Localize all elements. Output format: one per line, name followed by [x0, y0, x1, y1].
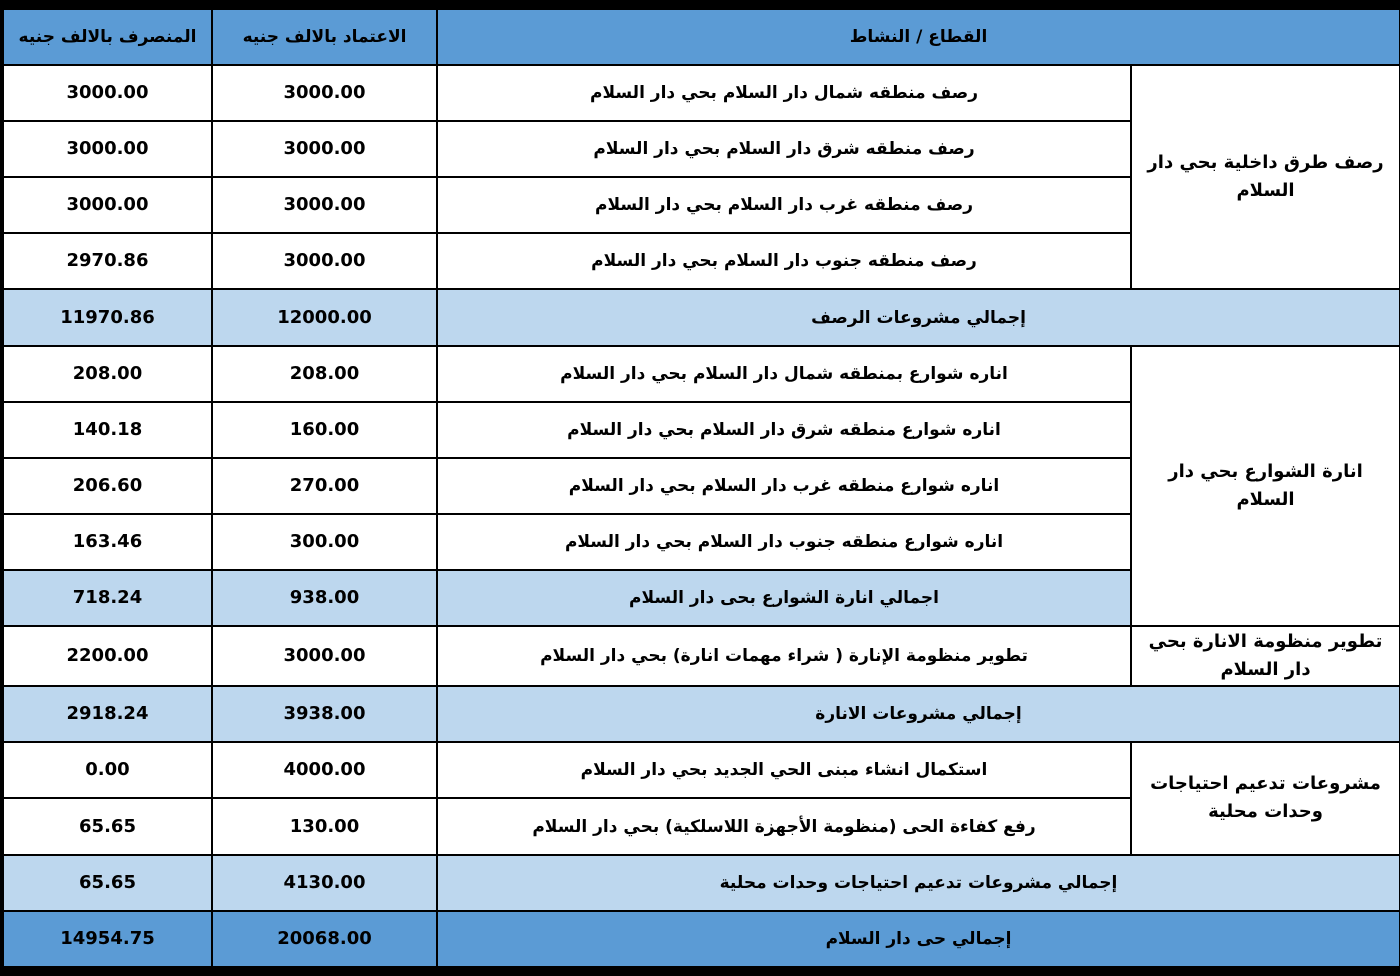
activity-cell: رصف منطقه جنوب دار السلام بحي دار السلام — [435, 232, 1133, 291]
approved-cell: 4000.00 — [211, 741, 438, 800]
approved-cell: 3000.00 — [211, 64, 438, 123]
spent-cell: 140.18 — [2, 400, 213, 459]
subtotal-row: اجمالي انارة الشوارع بحى دار السلام 938.… — [2, 568, 1400, 628]
subtotal-spent: 11970.86 — [2, 288, 213, 347]
approved-cell: 3000.00 — [211, 176, 438, 235]
subtotal-label: إجمالي مشروعات الرصف — [435, 288, 1400, 347]
spent-cell: 163.46 — [2, 512, 213, 571]
activity-cell: اناره شوارع بمنطقه شمال دار السلام بحي د… — [435, 344, 1133, 403]
subtotal-approved: 12000.00 — [211, 288, 438, 347]
spent-cell: 206.60 — [2, 456, 213, 515]
spent-cell: 3000.00 — [2, 64, 213, 123]
table-row: اناره شوارع منطقه جنوب دار السلام بحي دا… — [2, 512, 1400, 571]
subtotal-label: إجمالي مشروعات الانارة — [435, 685, 1400, 744]
header-spent: المنصرف بالالف جنيه — [2, 7, 213, 67]
subtotal-row: إجمالي مشروعات تدعيم احتياجات وحدات محلي… — [2, 853, 1400, 912]
table-row: اناره شوارع منطقه شرق دار السلام بحي دار… — [2, 400, 1400, 459]
subtotal-spent: 718.24 — [2, 568, 213, 628]
subtotal-row: إجمالي مشروعات الانارة 3938.00 2918.24 — [2, 685, 1400, 744]
activity-cell: رفع كفاءة الحى (منظومة الأجهزة اللاسلكية… — [435, 797, 1133, 856]
subtotal-label: إجمالي مشروعات تدعيم احتياجات وحدات محلي… — [435, 853, 1400, 912]
subtotal-row: إجمالي مشروعات الرصف 12000.00 11970.86 — [2, 288, 1400, 347]
subtotal-approved: 3938.00 — [211, 685, 438, 744]
table-row: رصف طرق داخلية بحي دار السلام رصف منطقه … — [2, 64, 1400, 291]
approved-cell: 3000.00 — [211, 625, 438, 688]
table-row: رصف منطقه جنوب دار السلام بحي دار السلام… — [2, 232, 1400, 291]
approved-cell: 3000.00 — [211, 232, 438, 291]
activity-cell: استكمال انشاء مبنى الحي الجديد بحي دار ا… — [435, 741, 1133, 800]
approved-cell: 130.00 — [211, 797, 438, 856]
table-row: تطوير منظومة الانارة بحي دار السلام تطوي… — [2, 625, 1400, 688]
table-row: رفع كفاءة الحى (منظومة الأجهزة اللاسلكية… — [2, 797, 1400, 856]
subtotal-approved: 938.00 — [211, 568, 438, 628]
table-row: رصف منطقه غرب دار السلام بحي دار السلام … — [2, 176, 1400, 235]
grand-total-label: إجمالي حى دار السلام — [435, 909, 1400, 969]
approved-cell: 160.00 — [211, 400, 438, 459]
table-row: اناره شوارع منطقه غرب دار السلام بحي دار… — [2, 456, 1400, 515]
sector-cell: تطوير منظومة الانارة بحي دار السلام — [1130, 625, 1400, 688]
sector-cell: مشروعات تدعيم احتياجات وحدات محلية — [1130, 741, 1400, 856]
activity-cell: تطوير منظومة الإنارة ( شراء مهمات انارة)… — [435, 625, 1133, 688]
activity-cell: رصف منطقه شمال دار السلام بحي دار السلام — [435, 64, 1133, 123]
approved-cell: 300.00 — [211, 512, 438, 571]
subtotal-spent: 2918.24 — [2, 685, 213, 744]
spent-cell: 208.00 — [2, 344, 213, 403]
subtotal-label: اجمالي انارة الشوارع بحى دار السلام — [435, 568, 1133, 628]
grand-total-approved: 20068.00 — [211, 909, 438, 969]
approved-cell: 270.00 — [211, 456, 438, 515]
activity-cell: رصف منطقه شرق دار السلام بحي دار السلام — [435, 120, 1133, 179]
spent-cell: 65.65 — [2, 797, 213, 856]
subtotal-approved: 4130.00 — [211, 853, 438, 912]
header-approved: الاعتماد بالالف جنيه — [211, 7, 438, 67]
sector-cell: رصف طرق داخلية بحي دار السلام — [1130, 64, 1400, 291]
activity-cell: اناره شوارع منطقه جنوب دار السلام بحي دا… — [435, 512, 1133, 571]
spent-cell: 2200.00 — [2, 625, 213, 688]
activity-cell: رصف منطقه غرب دار السلام بحي دار السلام — [435, 176, 1133, 235]
grand-total-row: إجمالي حى دار السلام 20068.00 14954.75 — [2, 909, 1400, 969]
spent-cell: 3000.00 — [2, 120, 213, 179]
table-row: انارة الشوارع بحي دار السلام اناره شوارع… — [2, 344, 1400, 628]
approved-cell: 3000.00 — [211, 120, 438, 179]
approved-cell: 208.00 — [211, 344, 438, 403]
sector-cell: انارة الشوارع بحي دار السلام — [1130, 344, 1400, 628]
spent-cell: 3000.00 — [2, 176, 213, 235]
spent-cell: 0.00 — [2, 741, 213, 800]
table-row: رصف منطقه شرق دار السلام بحي دار السلام … — [2, 120, 1400, 179]
header-sector-activity: القطاع / النشاط — [435, 7, 1400, 67]
spent-cell: 2970.86 — [2, 232, 213, 291]
table-row: مشروعات تدعيم احتياجات وحدات محلية استكم… — [2, 741, 1400, 856]
activity-cell: اناره شوارع منطقه شرق دار السلام بحي دار… — [435, 400, 1133, 459]
activity-cell: اناره شوارع منطقه غرب دار السلام بحي دار… — [435, 456, 1133, 515]
grand-total-spent: 14954.75 — [2, 909, 213, 969]
subtotal-spent: 65.65 — [2, 853, 213, 912]
budget-table: القطاع / النشاط الاعتماد بالالف جنيه الم… — [2, 7, 1400, 969]
header-row: القطاع / النشاط الاعتماد بالالف جنيه الم… — [2, 7, 1400, 67]
